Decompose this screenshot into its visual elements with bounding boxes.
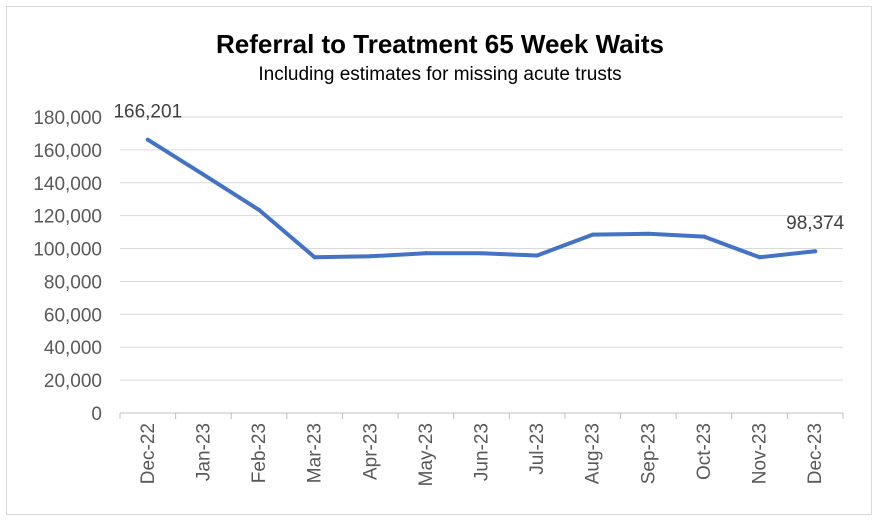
- x-tick-label: Dec-22: [138, 423, 159, 484]
- data-point: [257, 207, 262, 212]
- data-point: [757, 255, 762, 260]
- chart-frame: [6, 6, 872, 515]
- y-tick-label: 0: [91, 404, 102, 425]
- data-labels: 166,201 98,374: [113, 102, 844, 235]
- data-label: 166,201: [113, 102, 182, 123]
- data-point: [535, 253, 540, 258]
- data-label: 98,374: [786, 213, 845, 234]
- y-tick-label: 120,000: [33, 207, 102, 228]
- x-tick-label: Dec-23: [805, 423, 826, 484]
- y-tick-label: 180,000: [33, 108, 102, 129]
- y-tick-label: 40,000: [44, 338, 102, 359]
- x-tick-label: Jan-23: [193, 423, 214, 481]
- gridlines: [120, 116, 843, 381]
- data-point: [145, 137, 150, 142]
- x-tick-label: Feb-23: [249, 423, 270, 483]
- data-point: [590, 232, 595, 237]
- x-tick-label: Jun-23: [472, 423, 493, 481]
- x-tick-label: Sep-23: [638, 423, 659, 484]
- chart-title: Referral to Treatment 65 Week Waits: [216, 29, 664, 59]
- data-point: [813, 249, 818, 254]
- y-tick-label: 20,000: [44, 371, 102, 392]
- data-point: [423, 251, 428, 256]
- data-point: [479, 251, 484, 256]
- series-group: [145, 137, 818, 260]
- y-tick-label: 140,000: [33, 174, 102, 195]
- y-tick-label: 160,000: [33, 141, 102, 162]
- series-line: [145, 137, 818, 260]
- data-point: [701, 234, 706, 239]
- data-point: [312, 255, 317, 260]
- y-tick-label: 60,000: [44, 305, 102, 326]
- x-tick-label: Oct-23: [694, 423, 715, 480]
- x-tick-label: Jul-23: [527, 423, 548, 475]
- y-tick-label: 80,000: [44, 272, 102, 293]
- x-tick-label: Nov-23: [750, 423, 771, 484]
- data-point: [646, 231, 651, 236]
- data-point: [368, 254, 373, 259]
- chart-subtitle: Including estimates for missing acute tr…: [258, 64, 621, 85]
- x-tick-label: Mar-23: [305, 423, 326, 483]
- x-tick-label: Aug-23: [583, 423, 604, 484]
- data-point: [201, 172, 206, 177]
- x-tick-label: Apr-23: [360, 423, 381, 480]
- x-tick-label: May-23: [416, 423, 437, 486]
- x-axis: Dec-22 Jan-23 Feb-23 Mar-23 Apr-23 May-23 Jun-…: [119, 412, 844, 486]
- y-tick-label: 100,000: [33, 240, 102, 261]
- y-axis-ticks: 0 20,000 40,000 60,000 80,000 100,000 120,000 1…: [33, 108, 102, 425]
